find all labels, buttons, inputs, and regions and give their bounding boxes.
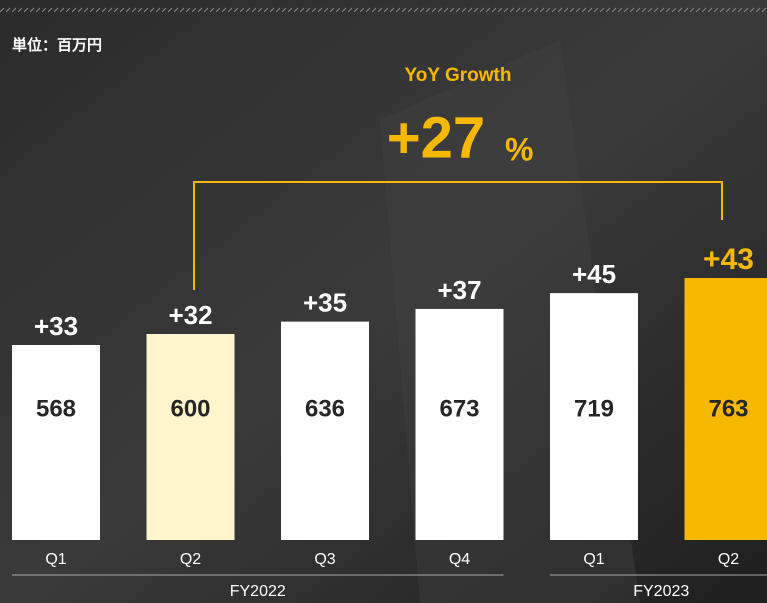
annotation-unit: % <box>505 131 533 167</box>
x-tick-label: Q4 <box>449 551 470 568</box>
annotation-value: +27 <box>387 105 485 170</box>
bar-value-label: 719 <box>574 395 614 422</box>
bracket <box>193 181 723 290</box>
bar-value-label: 568 <box>36 395 76 422</box>
x-tick-label: Q2 <box>718 551 739 568</box>
unit-label: 単位：百万円 <box>12 36 102 54</box>
annotation-title: YoY Growth <box>405 65 512 86</box>
bar <box>281 321 369 540</box>
bar-value-label: 636 <box>305 395 345 422</box>
bar <box>146 334 235 540</box>
group-label: FY2023 <box>633 583 689 600</box>
x-tick-label: Q2 <box>180 551 201 568</box>
bar-value-label: 763 <box>708 395 748 422</box>
increment-label: +32 <box>168 300 212 330</box>
bar <box>550 293 638 540</box>
bar <box>684 278 767 540</box>
x-tick-label: Q3 <box>314 551 335 568</box>
increment-label: +33 <box>34 311 78 341</box>
increment-label: +35 <box>303 288 347 318</box>
increment-label: +43 <box>703 243 754 276</box>
x-tick-label: Q1 <box>583 551 604 568</box>
bar <box>415 308 504 540</box>
increment-label: +45 <box>572 259 616 289</box>
bar-value-label: 600 <box>170 395 210 422</box>
x-tick-label: Q1 <box>45 551 66 568</box>
increment-label: +37 <box>437 275 481 305</box>
group-label: FY2022 <box>230 583 286 600</box>
bar <box>12 344 100 540</box>
top-border <box>0 6 767 14</box>
bar-value-label: 673 <box>439 395 479 422</box>
